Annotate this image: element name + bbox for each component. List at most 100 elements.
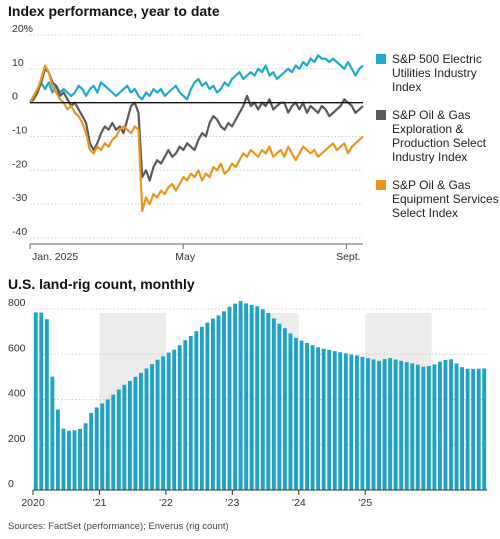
bar — [482, 368, 487, 490]
source-note: Sources: FactSet (performance); Enverus … — [8, 521, 229, 532]
chart1-title: Index performance, year to date — [8, 3, 220, 19]
legend-swatch — [376, 54, 386, 64]
bar — [227, 306, 232, 490]
bar — [199, 326, 204, 490]
bar — [393, 359, 398, 490]
y-tick-label: 20% — [12, 23, 33, 35]
x-tick-label: ’22 — [159, 497, 173, 509]
y-tick-label: -40 — [12, 226, 27, 238]
bar — [183, 340, 188, 490]
bar — [194, 331, 199, 490]
bar — [172, 349, 177, 490]
bar — [282, 328, 287, 490]
x-tick-label: May — [175, 251, 196, 263]
bar — [211, 318, 215, 490]
series-line-utilities — [29, 54, 364, 104]
bar — [216, 315, 221, 490]
bar — [415, 364, 420, 490]
bar — [377, 360, 381, 490]
x-tick-label: ’21 — [92, 497, 106, 509]
bar — [89, 413, 94, 490]
bar — [399, 360, 404, 490]
y-tick-label: 600 — [8, 342, 26, 354]
year-shade — [232, 313, 299, 490]
y-tick-label: 0 — [12, 91, 18, 103]
bar — [127, 380, 132, 490]
bar — [404, 362, 409, 490]
bar — [366, 358, 370, 490]
legend-label: S&P 500 Electric Utilities Industry Inde… — [392, 52, 482, 94]
series-line-eandp — [29, 67, 364, 182]
bar — [249, 304, 254, 490]
bar — [277, 323, 282, 490]
bar — [177, 345, 182, 490]
bar — [299, 340, 304, 490]
bar — [260, 309, 265, 490]
x-tick-label: ’25 — [358, 497, 372, 509]
bar — [388, 358, 393, 490]
y-tick-label: -10 — [12, 125, 27, 137]
bar — [72, 430, 77, 490]
bar — [349, 354, 354, 490]
bar — [83, 423, 88, 490]
bar — [161, 356, 166, 490]
bar — [150, 364, 154, 490]
y-tick-label: 400 — [8, 388, 26, 400]
bar — [321, 348, 326, 490]
index-performance-chart: 20% 10 0 -10 -20 -30 -40 Jan. 2025 May Sept. — [12, 23, 364, 263]
bar — [122, 384, 127, 490]
y-tick-label: 800 — [8, 297, 26, 309]
y-tick-label: 10 — [12, 57, 24, 69]
series-line-equip — [29, 64, 364, 212]
y-tick-label: 0 — [8, 478, 14, 490]
bar — [100, 403, 105, 490]
bar — [271, 318, 276, 490]
bar — [188, 335, 193, 490]
bar — [305, 342, 309, 490]
bar — [238, 301, 243, 490]
y-tick-label: 200 — [8, 433, 26, 445]
bar — [144, 368, 149, 490]
bar — [139, 372, 143, 490]
year-shade — [99, 313, 166, 490]
bar — [255, 306, 260, 490]
bar — [222, 311, 226, 490]
bar — [50, 376, 55, 490]
bar — [449, 359, 453, 490]
bar — [310, 345, 315, 490]
bar — [288, 333, 293, 490]
bar — [105, 399, 110, 490]
x-tick-label: 2020 — [21, 497, 45, 509]
bar — [155, 359, 160, 490]
chart2-title: U.S. land-rig count, monthly — [8, 276, 195, 292]
y-tick-label: -30 — [12, 192, 27, 204]
bar — [78, 428, 82, 490]
bar — [39, 312, 44, 490]
bar — [327, 349, 332, 490]
x-tick-label: ’24 — [292, 497, 306, 509]
bar — [421, 366, 426, 490]
bar — [55, 409, 60, 490]
bar — [426, 366, 431, 490]
bar — [371, 359, 376, 490]
bar — [443, 359, 448, 490]
legend-label: S&P Oil & Gas Exploration & Production S… — [392, 108, 487, 164]
bar — [360, 356, 365, 490]
bar — [44, 319, 49, 490]
legend-swatch — [376, 110, 386, 120]
bar — [116, 389, 121, 490]
bar — [33, 312, 38, 490]
bar — [244, 303, 249, 490]
bar — [476, 368, 481, 490]
x-tick-label: Sept. — [336, 251, 361, 263]
x-tick-label: Jan. 2025 — [32, 251, 78, 263]
bar — [166, 352, 171, 490]
bar — [67, 430, 71, 490]
bar — [410, 363, 415, 490]
bar — [133, 376, 138, 491]
legend-swatch — [376, 180, 386, 190]
bar — [61, 428, 66, 490]
bar — [94, 407, 99, 490]
bar — [111, 394, 116, 490]
